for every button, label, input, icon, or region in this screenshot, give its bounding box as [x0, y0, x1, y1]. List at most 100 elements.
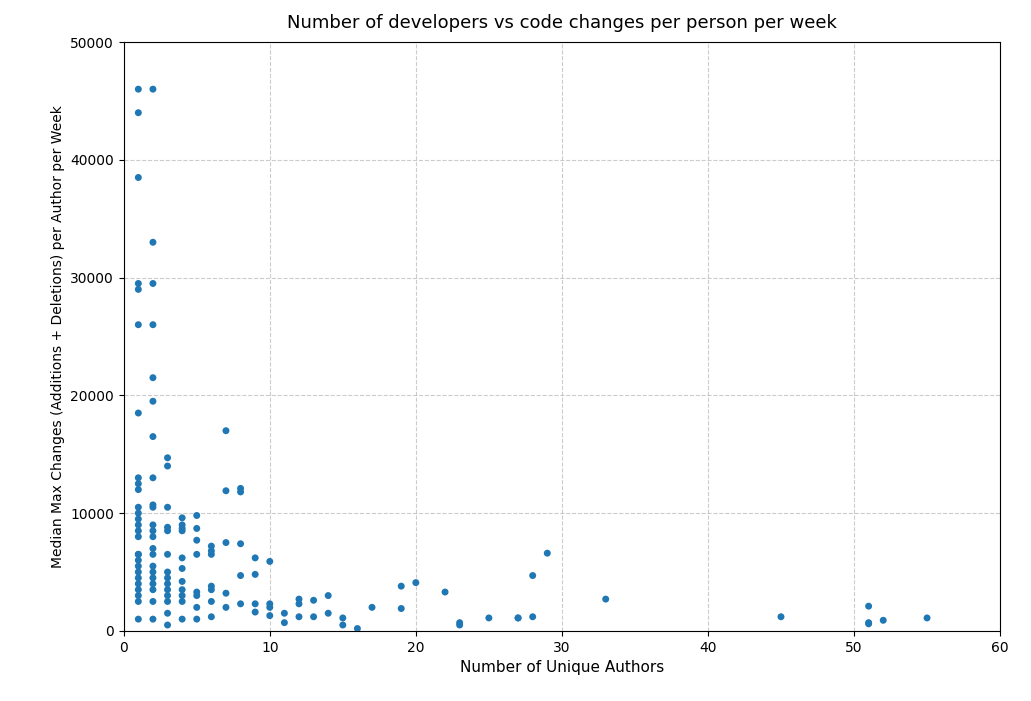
Point — [144, 83, 161, 95]
Point — [334, 613, 351, 624]
Point — [232, 483, 248, 494]
Point — [364, 601, 380, 613]
Point — [144, 596, 161, 607]
Point — [174, 613, 191, 625]
Point — [232, 486, 248, 498]
Point — [262, 556, 278, 567]
Point — [262, 601, 278, 613]
Point — [130, 572, 146, 583]
Point — [174, 552, 191, 564]
Point — [525, 570, 541, 581]
Point — [159, 502, 175, 513]
Point — [232, 538, 248, 550]
Point — [305, 611, 322, 622]
Point — [130, 472, 146, 484]
Point — [203, 596, 220, 607]
Point — [130, 549, 146, 560]
Point — [189, 549, 205, 560]
Point — [320, 590, 336, 601]
Point — [174, 596, 191, 607]
Point — [334, 620, 351, 631]
Point — [320, 608, 336, 619]
Point — [276, 617, 293, 628]
Point — [203, 549, 220, 560]
Point — [144, 278, 161, 289]
Point — [159, 590, 175, 601]
Point — [203, 540, 220, 552]
Point — [130, 578, 146, 590]
Point — [130, 519, 146, 531]
Point — [218, 601, 234, 613]
Point — [174, 563, 191, 574]
Point — [189, 535, 205, 546]
Point — [509, 613, 526, 624]
Point — [130, 554, 146, 566]
Point — [144, 372, 161, 383]
Point — [144, 499, 161, 510]
Point — [860, 601, 876, 612]
Point — [159, 578, 175, 590]
Point — [452, 620, 468, 631]
Point — [860, 617, 876, 628]
Point — [159, 584, 175, 595]
Point — [773, 611, 790, 622]
Point — [144, 566, 161, 578]
Point — [393, 603, 409, 614]
Point — [539, 547, 556, 559]
Point — [144, 395, 161, 407]
Point — [189, 523, 205, 534]
Point — [232, 598, 248, 609]
Point — [232, 570, 248, 581]
Point — [203, 611, 220, 622]
Point — [159, 572, 175, 583]
Point — [130, 407, 146, 418]
Point — [509, 613, 526, 624]
Point — [189, 613, 205, 625]
Point — [247, 606, 264, 618]
Point — [189, 601, 205, 613]
Point — [875, 615, 892, 626]
Point — [189, 590, 205, 601]
Point — [350, 623, 366, 634]
Point — [130, 513, 146, 524]
Point — [144, 519, 161, 531]
Point — [144, 237, 161, 248]
Point — [407, 577, 424, 588]
Point — [130, 596, 146, 607]
Point — [144, 531, 161, 543]
Point — [130, 278, 146, 289]
Point — [203, 580, 220, 592]
X-axis label: Number of Unique Authors: Number of Unique Authors — [460, 660, 664, 675]
Point — [525, 611, 541, 622]
Point — [130, 502, 146, 513]
Point — [159, 596, 175, 607]
Point — [144, 578, 161, 590]
Point — [130, 107, 146, 118]
Point — [247, 552, 264, 564]
Point — [189, 587, 205, 598]
Point — [130, 584, 146, 595]
Point — [247, 598, 264, 609]
Point — [130, 284, 146, 295]
Point — [159, 549, 175, 560]
Point — [262, 598, 278, 609]
Point — [437, 587, 454, 598]
Point — [393, 580, 409, 592]
Point — [130, 478, 146, 489]
Point — [144, 431, 161, 442]
Point — [218, 587, 234, 599]
Point — [305, 594, 322, 606]
Title: Number of developers vs code changes per person per week: Number of developers vs code changes per… — [287, 14, 837, 32]
Point — [247, 569, 264, 580]
Point — [144, 502, 161, 513]
Point — [130, 561, 146, 572]
Point — [144, 543, 161, 554]
Point — [291, 594, 307, 605]
Point — [130, 549, 146, 560]
Point — [159, 461, 175, 472]
Point — [218, 425, 234, 436]
Point — [919, 613, 935, 624]
Point — [159, 566, 175, 578]
Point — [480, 613, 497, 624]
Point — [203, 584, 220, 595]
